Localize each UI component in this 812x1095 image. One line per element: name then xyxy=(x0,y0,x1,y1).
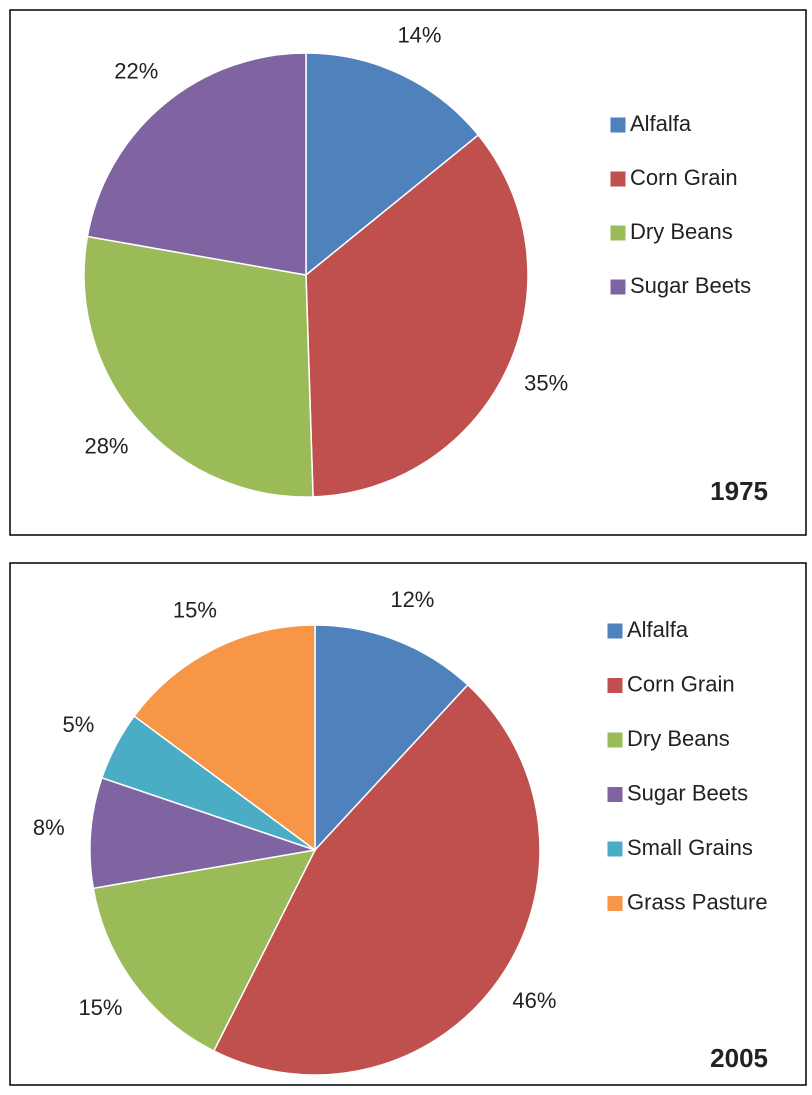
pie-slice xyxy=(212,683,541,1076)
legend-swatch xyxy=(609,116,627,134)
pie-slice xyxy=(305,133,529,498)
legend-swatch xyxy=(606,622,624,640)
pie-slice xyxy=(133,624,316,852)
chart-frame xyxy=(9,562,807,1086)
chart-title: 1975 xyxy=(710,476,768,506)
legend-swatch xyxy=(606,895,624,912)
data-label: 5% xyxy=(63,712,95,737)
legend-swatch xyxy=(606,731,624,749)
legend-swatch xyxy=(609,224,627,242)
legend-swatch xyxy=(606,786,624,803)
legend-label: Grass Pasture xyxy=(627,889,768,914)
data-label: 15% xyxy=(78,995,122,1020)
chart-frame xyxy=(9,9,807,536)
data-label: 46% xyxy=(512,988,556,1013)
pie-slice xyxy=(89,776,316,890)
pie-slice xyxy=(305,52,480,277)
pie-slice xyxy=(314,624,469,852)
data-label: 22% xyxy=(114,59,158,84)
data-label: 15% xyxy=(173,597,217,622)
legend-label: Corn Grain xyxy=(630,165,738,190)
legend-label: Alfalfa xyxy=(627,617,689,642)
legend-label: Sugar Beets xyxy=(630,273,751,298)
data-label: 14% xyxy=(397,22,441,47)
data-label: 28% xyxy=(84,434,128,459)
pie-slice xyxy=(86,52,307,276)
legend-label: Dry Beans xyxy=(627,726,730,751)
data-label: 12% xyxy=(390,587,434,612)
legend-swatch xyxy=(609,278,627,296)
data-label: 8% xyxy=(33,815,65,840)
legend-label: Sugar Beets xyxy=(627,780,748,805)
legend-label: Dry Beans xyxy=(630,219,733,244)
pie-slice xyxy=(83,235,314,498)
data-label: 35% xyxy=(524,370,568,395)
pie-slice xyxy=(92,849,317,1052)
legend-label: Small Grains xyxy=(627,835,753,860)
legend-label: Alfalfa xyxy=(630,111,692,136)
legend-swatch xyxy=(609,170,627,188)
chart-title: 2005 xyxy=(710,1043,768,1073)
legend-label: Corn Grain xyxy=(627,671,735,696)
legend-swatch xyxy=(606,840,624,858)
legend-swatch xyxy=(606,677,624,694)
